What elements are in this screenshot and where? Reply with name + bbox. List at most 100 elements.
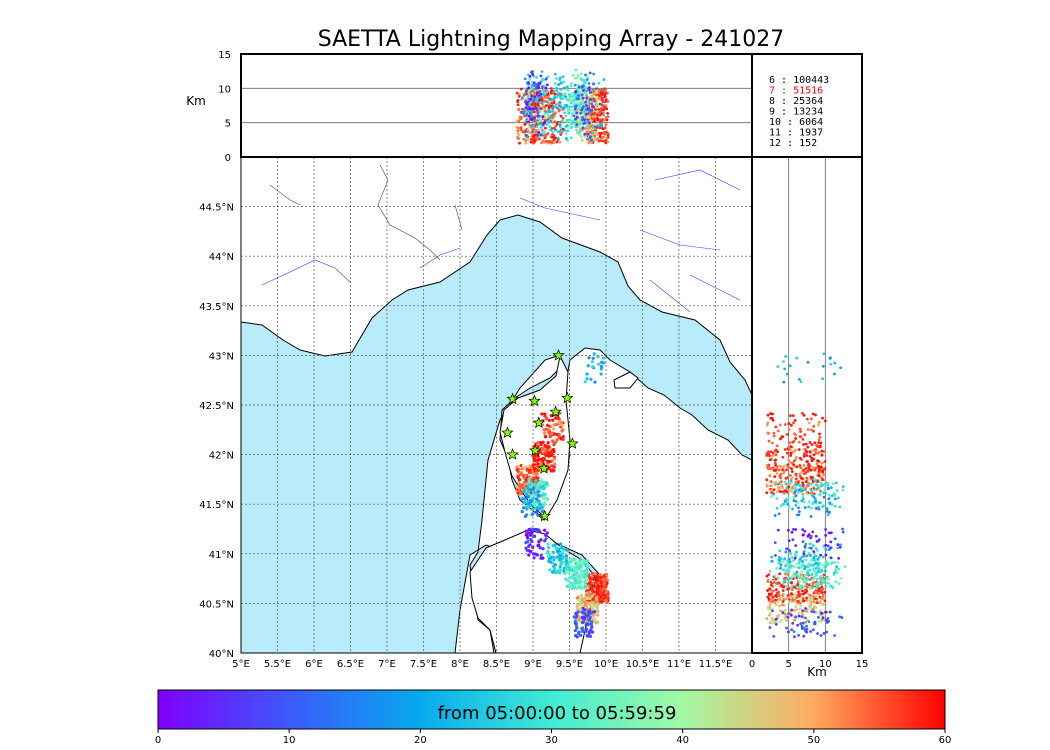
station-star-icon bbox=[532, 416, 546, 429]
lightning-source bbox=[546, 459, 550, 463]
altitude-lon-source bbox=[547, 114, 550, 118]
altitude-lat-source bbox=[785, 468, 788, 472]
altitude-lat-source bbox=[790, 489, 794, 493]
lightning-source bbox=[526, 489, 531, 493]
altitude-lon-source bbox=[575, 123, 579, 126]
altitude-lat-source bbox=[771, 412, 774, 416]
altitude-lat-source bbox=[769, 495, 773, 498]
lightning-source bbox=[546, 542, 550, 546]
lightning-source bbox=[548, 568, 552, 572]
altitude-lat-source bbox=[789, 445, 793, 448]
altitude-lat-source bbox=[810, 506, 813, 510]
altitude-lat-source bbox=[793, 448, 797, 452]
station-star-icon bbox=[506, 392, 519, 405]
lightning-source bbox=[583, 580, 587, 584]
altitude-lon-source bbox=[523, 92, 527, 95]
altitude-lon-source bbox=[565, 120, 569, 124]
altitude-lat-source bbox=[834, 497, 837, 501]
altitude-lat-source bbox=[802, 552, 806, 556]
lightning-source bbox=[585, 377, 589, 381]
lightning-source bbox=[557, 417, 561, 421]
lightning-source bbox=[599, 372, 603, 376]
lightning-source bbox=[559, 559, 563, 563]
altitude-lat-source bbox=[815, 549, 819, 552]
altitude-lat-source bbox=[796, 585, 799, 589]
altitude-lat-source bbox=[805, 450, 808, 454]
altitude-lon-source bbox=[527, 81, 530, 85]
altitude-lon-source bbox=[534, 86, 538, 90]
altitude-lon-source bbox=[593, 119, 596, 123]
altitude-lon-source bbox=[560, 119, 564, 123]
altitude-lat-source bbox=[829, 556, 833, 560]
altitude-lat-source bbox=[783, 480, 787, 484]
altitude-lat-source bbox=[827, 497, 831, 501]
altitude-lat-source bbox=[804, 558, 808, 562]
altitude-lon-source bbox=[525, 117, 529, 121]
altitude-lat-source bbox=[799, 427, 802, 431]
lightning-source bbox=[553, 566, 557, 570]
altitude-lon-source bbox=[531, 88, 535, 92]
lat-tick-labels: 40°N 40.5°N 41°N 41.5°N 42°N 42.5°N 43°N 43.5°N… bbox=[199, 203, 234, 660]
altitude-lat-source bbox=[786, 528, 790, 532]
altitude-lat-source bbox=[801, 609, 805, 613]
altitude-lat-source bbox=[779, 437, 782, 441]
altitude-lon-source bbox=[589, 135, 592, 139]
altitude-lat-source bbox=[799, 466, 803, 470]
altitude-lon-source bbox=[547, 140, 551, 143]
altitude-lat-source bbox=[770, 555, 774, 559]
altitude-lon-source bbox=[524, 141, 528, 145]
altitude-lon-source bbox=[602, 113, 606, 117]
altitude-lat-source bbox=[823, 460, 827, 463]
lightning-source bbox=[580, 610, 584, 614]
lightning-source bbox=[537, 499, 541, 503]
altitude-lat-source bbox=[840, 616, 844, 619]
altitude-lat-source bbox=[825, 620, 829, 624]
altitude-lat-source bbox=[795, 596, 799, 599]
altitude-lat-source bbox=[803, 447, 807, 451]
altitude-lon-source bbox=[541, 105, 545, 109]
altitude-lat-source bbox=[775, 566, 779, 570]
altitude-lat-source bbox=[801, 495, 805, 499]
altitude-lon-source bbox=[563, 92, 567, 96]
altitude-lat-source bbox=[784, 608, 787, 612]
lightning-source bbox=[580, 559, 584, 564]
altitude-lon-source bbox=[559, 133, 563, 137]
altitude-lat-source bbox=[800, 411, 804, 415]
altitude-lat-source bbox=[813, 441, 817, 445]
lightning-source bbox=[522, 506, 526, 510]
lightning-source bbox=[591, 607, 595, 611]
lightning-source bbox=[546, 441, 550, 445]
altitude-lat-source bbox=[781, 592, 785, 596]
altitude-lat-source bbox=[794, 615, 798, 619]
lightning-source bbox=[537, 543, 541, 547]
lightning-source bbox=[592, 592, 597, 596]
altitude-lon-source bbox=[581, 106, 585, 110]
altitude-lat-source bbox=[823, 590, 827, 594]
altitude-lat-source bbox=[776, 596, 780, 600]
lightning-source bbox=[547, 418, 551, 422]
altitude-lat-source bbox=[801, 483, 805, 487]
station-star-icon bbox=[549, 405, 562, 418]
lightning-source bbox=[595, 575, 600, 580]
altitude-lat-source bbox=[772, 488, 776, 492]
lightning-source bbox=[531, 545, 535, 549]
altitude-lon-source bbox=[554, 103, 558, 107]
station-count-row: 8 : 25364 bbox=[769, 96, 823, 107]
lightning-source bbox=[558, 568, 563, 572]
lightning-source bbox=[591, 356, 595, 360]
altitude-lon-source bbox=[533, 95, 536, 99]
altitude-lat-source bbox=[779, 504, 783, 508]
altitude-lon-source bbox=[516, 131, 520, 134]
altitude-lon-source bbox=[555, 88, 559, 92]
altitude-lat-source bbox=[773, 514, 777, 517]
altitude-lat-tick-label: 5 bbox=[785, 659, 791, 670]
altitude-lon-source bbox=[585, 93, 588, 97]
altitude-lon-source bbox=[549, 87, 553, 90]
altitude-lat-source bbox=[804, 580, 808, 584]
altitude-lat-source bbox=[816, 445, 820, 448]
altitude-lon-source bbox=[570, 109, 574, 112]
colorbar-tick-label: 0 bbox=[155, 735, 161, 746]
altitude-lat-source bbox=[790, 628, 794, 632]
lightning-source bbox=[568, 576, 572, 580]
lightning-source bbox=[539, 553, 543, 557]
